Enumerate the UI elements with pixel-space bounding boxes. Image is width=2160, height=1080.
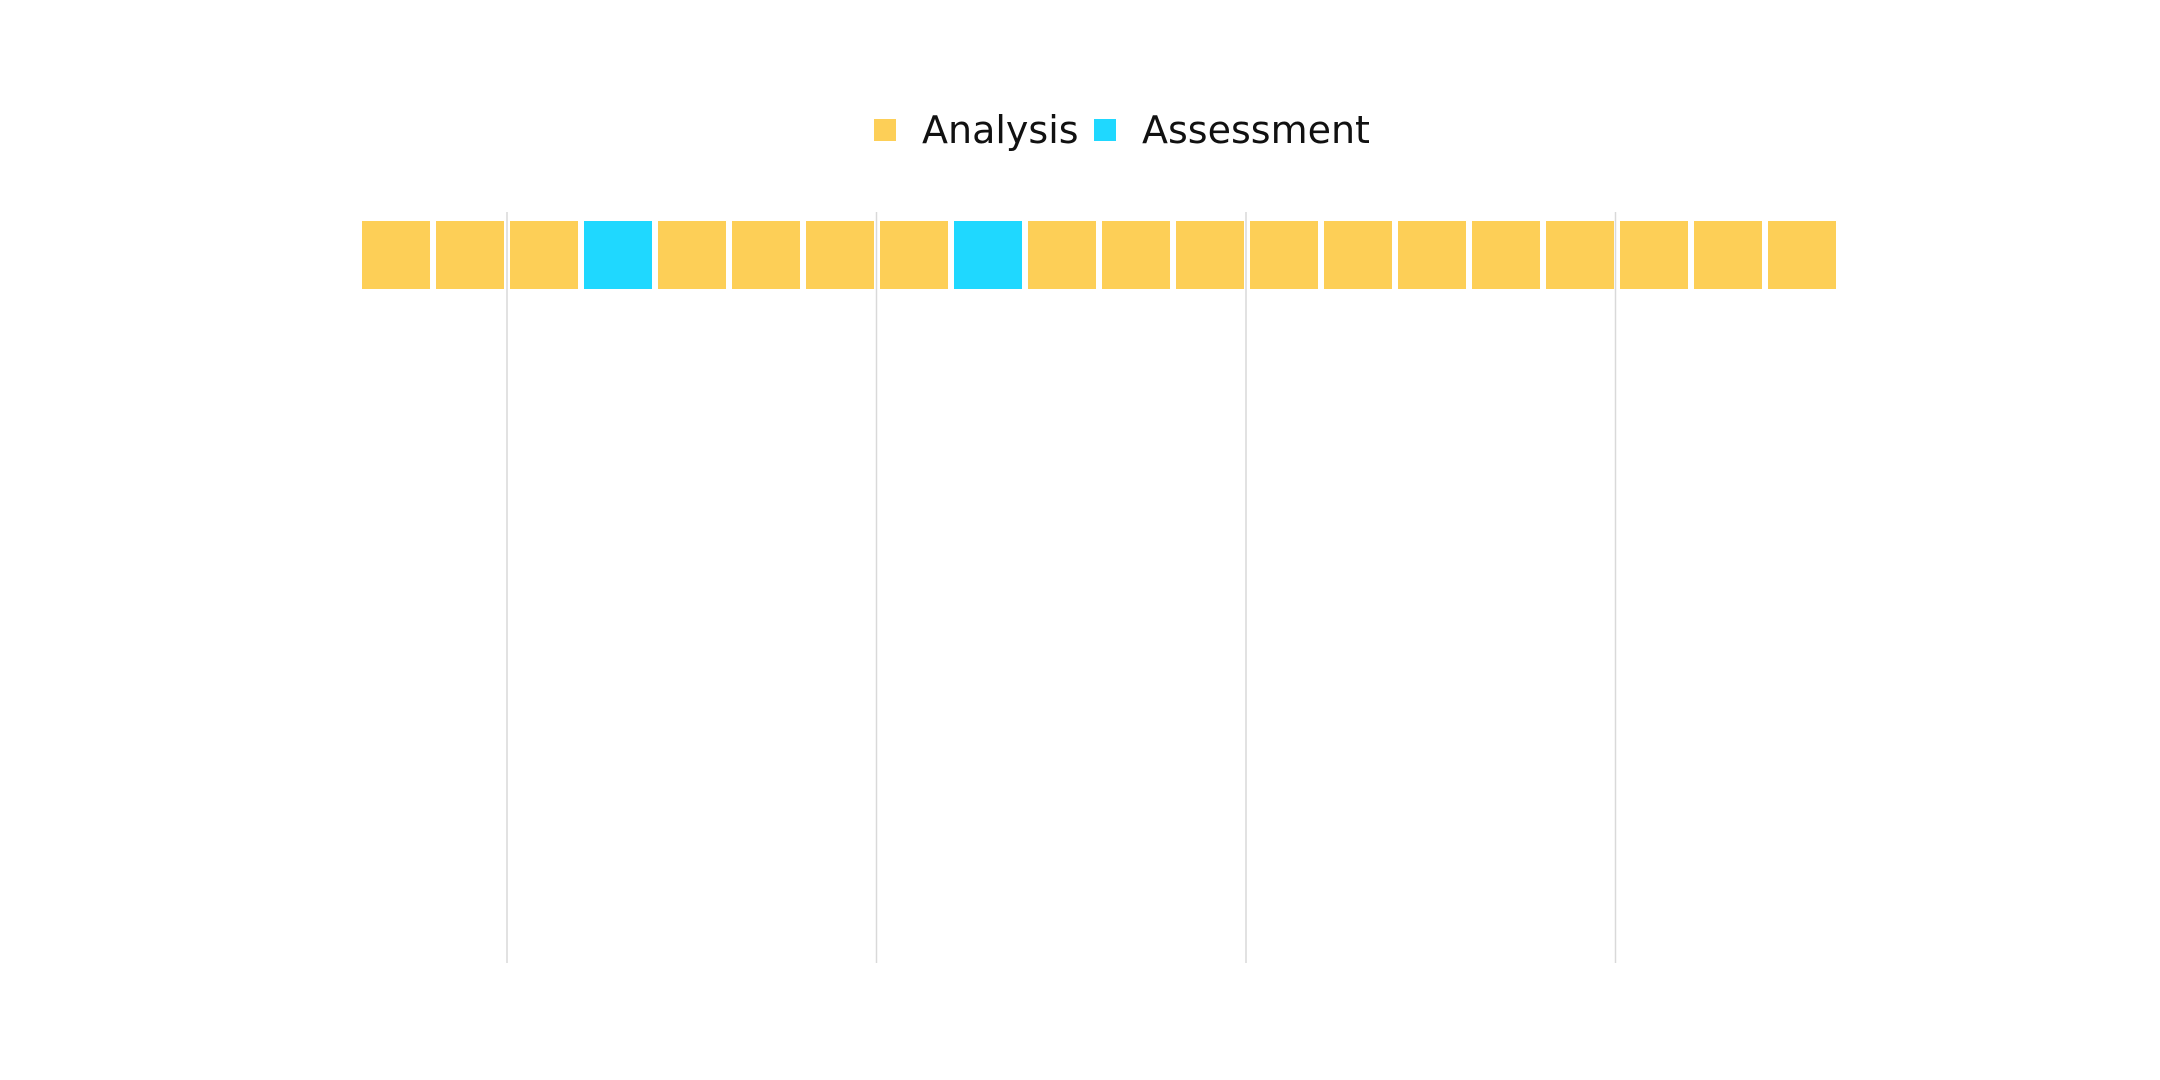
waffle-cell-analysis: [510, 221, 578, 289]
waffle-cell-analysis: [1546, 221, 1614, 289]
waffle-cell-analysis: [1324, 221, 1392, 289]
waffle-cell-assessment: [584, 221, 652, 289]
waffle-cell-analysis: [436, 221, 504, 289]
waffle-cell-analysis: [1176, 221, 1244, 289]
waffle-cell-analysis: [880, 221, 948, 289]
waffle-cell-analysis: [1398, 221, 1466, 289]
waffle-cell-analysis: [732, 221, 800, 289]
waffle-cell-assessment: [954, 221, 1022, 289]
legend-label-analysis: Analysis: [922, 108, 1079, 152]
waffle-cell-analysis: [658, 221, 726, 289]
waffle-cell-analysis: [1768, 221, 1836, 289]
legend-swatch-assessment: [1094, 119, 1116, 141]
waffle-cell-analysis: [1620, 221, 1688, 289]
waffle-cell-analysis: [1028, 221, 1096, 289]
waffle-cell-analysis: [1102, 221, 1170, 289]
waffle-cell-analysis: [1250, 221, 1318, 289]
waffle-cells: [362, 221, 1836, 289]
legend-swatch-analysis: [874, 119, 896, 141]
waffle-cell-analysis: [1694, 221, 1762, 289]
waffle-cell-analysis: [806, 221, 874, 289]
gridlines: [506, 212, 1617, 963]
legend: Analysis Assessment: [874, 108, 1370, 152]
waffle-cell-analysis: [1472, 221, 1540, 289]
legend-label-assessment: Assessment: [1142, 108, 1370, 152]
waffle-cell-analysis: [362, 221, 430, 289]
